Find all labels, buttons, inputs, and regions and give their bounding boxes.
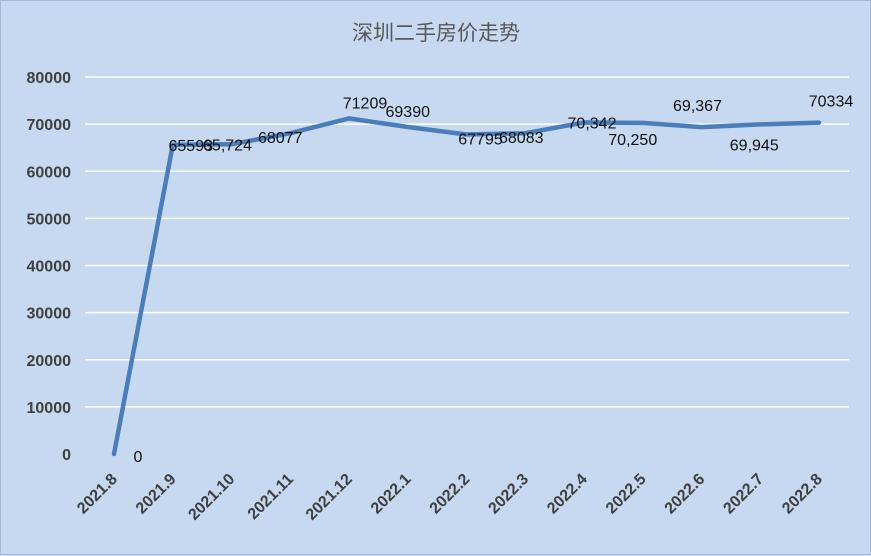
y-tick-label: 0: [62, 447, 71, 464]
x-tick-label: 2022.4: [544, 471, 591, 518]
x-tick-label: 2021.9: [133, 471, 180, 518]
data-label: 69,945: [730, 137, 779, 154]
y-tick-label: 60000: [27, 164, 72, 181]
y-tick-label: 40000: [27, 259, 72, 276]
data-label: 70334: [809, 94, 854, 111]
chart-title: 深圳二手房价走势: [352, 21, 520, 45]
x-tick-label: 2022.5: [603, 471, 650, 518]
data-label: 71209: [343, 95, 388, 112]
data-label: 68077: [258, 130, 303, 147]
y-tick-label: 50000: [27, 211, 72, 228]
x-tick-label: 2022.2: [427, 471, 474, 518]
y-tick-label: 30000: [27, 306, 72, 323]
y-axis-ticks: 0 10000 20000 30000 40000 50000 60000 70000 8000…: [27, 70, 72, 464]
x-axis-ticks: 2021.8 2021.9 2021.10 2021.11 2021.12 2022.1 2…: [74, 471, 826, 524]
x-tick-label: 2021.8: [74, 471, 121, 518]
data-label: 0: [134, 449, 143, 466]
y-tick-label: 10000: [27, 400, 72, 417]
data-label: 65,724: [203, 137, 252, 154]
x-tick-label: 2022.6: [662, 471, 709, 518]
x-tick-label: 2021.11: [245, 471, 297, 523]
x-tick-label: 2022.1: [368, 471, 415, 518]
y-tick-label: 20000: [27, 353, 72, 370]
x-tick-label: 2021.10: [185, 471, 238, 524]
y-tick-label: 70000: [27, 117, 72, 134]
y-tick-label: 80000: [27, 70, 72, 87]
gridlines: [85, 76, 849, 408]
data-label: 69390: [386, 104, 431, 121]
x-tick-label: 2022.7: [720, 471, 767, 518]
x-tick-label: 2022.3: [485, 471, 532, 518]
data-label: 65593: [169, 138, 214, 155]
data-label: 70,250: [608, 132, 657, 149]
data-label: 70,342: [568, 116, 617, 133]
series-layer: [111, 116, 822, 457]
series-line: [111, 116, 822, 457]
data-label: 67795: [458, 132, 503, 149]
x-tick-label: 2021.12: [303, 471, 356, 524]
data-label: 68083: [499, 130, 544, 147]
x-tick-label: 2022.8: [779, 471, 826, 518]
data-label: 69,367: [673, 98, 722, 115]
